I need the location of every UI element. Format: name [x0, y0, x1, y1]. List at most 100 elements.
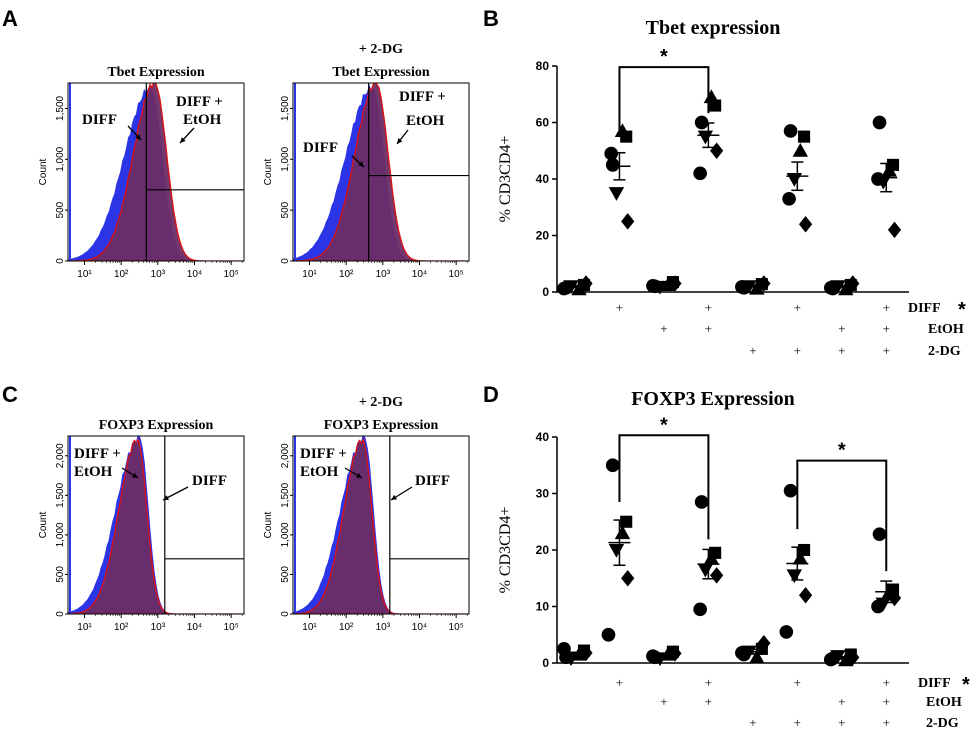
significance-bracket — [618, 66, 710, 135]
marker-circle — [557, 281, 571, 296]
y-tick-label: 30 — [536, 487, 550, 501]
annotation-diff-etoh: DIFF + — [399, 89, 446, 105]
treatment-label: + 2-DG — [359, 395, 403, 410]
marker-triangle — [792, 550, 809, 565]
y-tick-label: 1,500 — [280, 95, 291, 120]
marker-circle — [823, 280, 838, 295]
y-tick-label: 80 — [536, 59, 550, 73]
y-tick-label: 2,000 — [280, 443, 291, 468]
marker-diamond — [887, 221, 902, 239]
histogram-c-right: + 2-DG FOXP3 Expression Count 0 500 1,000 1,50… — [263, 395, 470, 633]
marker-triangle — [703, 550, 720, 565]
histogram-a-left: Tbet Expression Count 0 500 1,000 1,500 10¹ 10²… — [38, 65, 245, 280]
y-tick-label: 20 — [536, 543, 550, 557]
marker-circle — [601, 627, 616, 642]
arrow-head — [163, 495, 169, 500]
plot-frame — [292, 82, 470, 262]
chart-title: FOXP3 Expression — [631, 388, 795, 410]
y-tick-label: 0 — [542, 656, 549, 670]
arrow-head — [358, 161, 364, 167]
annotation-diff-etoh: DIFF + — [300, 446, 347, 462]
y-tick-label: 500 — [55, 201, 66, 218]
y-tick-label: 500 — [280, 566, 291, 583]
panel-label-c: C — [2, 382, 18, 407]
condition-mark: + — [838, 694, 845, 709]
marker-triangle — [614, 525, 631, 540]
y-tick-label: 2,000 — [55, 443, 66, 468]
y-tick-label: 40 — [536, 172, 550, 186]
significance-star: * — [660, 46, 668, 68]
marker-circle — [646, 649, 660, 664]
significance-bracket — [618, 434, 710, 540]
x-tick-label: 10¹ — [77, 622, 92, 633]
y-tick-label: 500 — [280, 201, 291, 218]
y-tick-label: 0 — [280, 611, 291, 617]
group-1 — [604, 123, 635, 230]
condition-mark: + — [749, 343, 756, 358]
significance-bracket — [796, 459, 888, 572]
arrow-head — [132, 472, 138, 478]
condition-mark: + — [838, 321, 845, 336]
annotation-diff: DIFF — [303, 140, 338, 156]
y-tick-label: 1,000 — [280, 146, 291, 171]
condition-mark: + — [616, 300, 623, 315]
marker-diamond — [579, 644, 593, 662]
marker-circle — [871, 599, 885, 614]
diff-etoh-histogram — [293, 437, 469, 614]
marker-diamond — [798, 586, 813, 604]
annotation-diff: DIFF — [82, 112, 117, 128]
annotation-diff: DIFF — [192, 473, 227, 489]
marker-circle — [693, 166, 707, 181]
histogram-title: FOXP3 Expression — [99, 418, 214, 433]
condition-flag: * — [958, 299, 966, 321]
marker-triangle — [749, 649, 765, 664]
group-6 — [823, 275, 860, 296]
x-tick-label: 10⁴ — [412, 269, 427, 280]
x-tick-label: 10³ — [151, 269, 166, 280]
marker-circle — [693, 602, 707, 617]
condition-mark: + — [660, 321, 667, 336]
panel-label-b: B — [483, 6, 499, 31]
marker-circle — [605, 158, 620, 172]
marker-triangle — [881, 162, 897, 177]
marker-triangle — [614, 123, 631, 138]
group-1 — [601, 458, 635, 642]
y-tick-label: 1,500 — [280, 482, 291, 507]
annotation-etoh: EtOH — [300, 464, 339, 480]
condition-mark: + — [660, 694, 667, 709]
marker-triangle-down — [697, 130, 714, 145]
x-tick-label: 10⁴ — [412, 622, 427, 633]
marker-diamond — [757, 634, 771, 652]
x-tick-label: 10⁵ — [224, 622, 239, 633]
marker-circle — [735, 280, 749, 294]
condition-label: 2-DG — [926, 716, 959, 731]
x-tick-label: 10² — [114, 622, 129, 633]
x-tick-label: 10³ — [151, 622, 166, 633]
diff-etoh-histogram — [68, 437, 244, 614]
marker-circle — [605, 458, 620, 473]
annotation-diff-etoh: DIFF + — [176, 94, 223, 110]
y-tick-label: 1,000 — [55, 146, 66, 171]
condition-mark: + — [749, 715, 756, 730]
annotation-etoh: EtOH — [183, 112, 222, 128]
x-tick-label: 10⁵ — [449, 622, 464, 633]
condition-flag: * — [962, 674, 970, 696]
marker-circle — [694, 115, 709, 130]
annotation-etoh: EtOH — [74, 464, 113, 480]
y-tick-label: 1,500 — [55, 482, 66, 507]
marker-circle — [735, 646, 749, 660]
marker-square — [620, 515, 633, 528]
marker-diamond — [579, 275, 593, 292]
condition-mark: + — [883, 343, 890, 358]
x-tick-label: 10⁴ — [187, 269, 202, 280]
y-axis-label: % CD3CD4+ — [497, 136, 514, 223]
x-tick-label: 10⁵ — [224, 269, 239, 280]
marker-triangle-down — [786, 569, 803, 584]
y-tick-label: 1,500 — [55, 95, 66, 120]
condition-mark: + — [883, 715, 890, 730]
arrow-head — [356, 473, 362, 478]
marker-diamond — [621, 570, 635, 587]
arrow-head — [135, 134, 141, 140]
y-axis-label: Count — [38, 158, 49, 185]
annotation-etoh: EtOH — [406, 113, 445, 129]
